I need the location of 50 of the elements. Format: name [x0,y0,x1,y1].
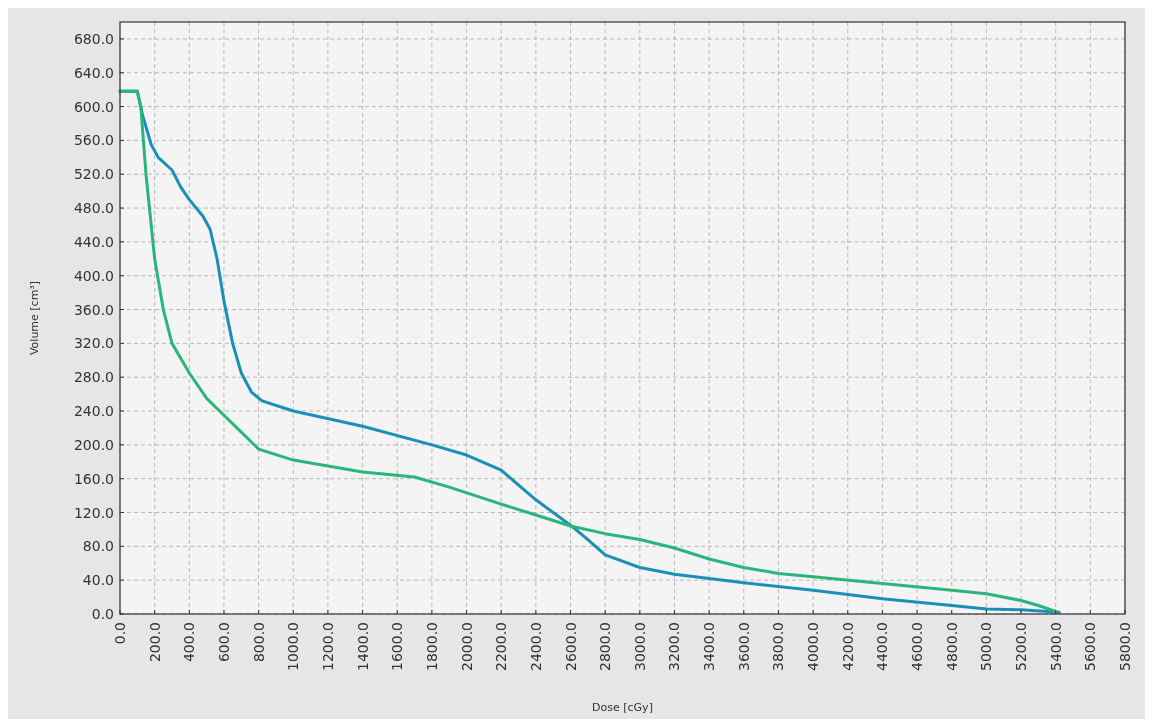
x-tick-label: 2800.0 [597,622,614,671]
x-tick-label: 5000.0 [978,622,995,671]
y-tick-label: 400.0 [73,267,114,284]
y-tick-label: 360.0 [73,301,114,318]
x-tick-label: 2600.0 [562,622,579,671]
y-tick-label: 80.0 [82,538,114,555]
x-tick-label: 4400.0 [874,622,891,671]
x-tick-label: 5400.0 [1047,622,1064,671]
y-tick-label: 640.0 [73,64,114,81]
x-tick-label: 4000.0 [805,622,822,671]
x-tick-label: 3800.0 [770,622,787,671]
x-tick-label: 1600.0 [389,622,406,671]
y-tick-label: 320.0 [73,335,114,352]
x-tick-label: 1400.0 [354,622,371,671]
y-tick-label: 560.0 [73,132,114,149]
x-tick-label: 1000.0 [285,622,302,671]
x-tick-label: 0.0 [112,622,128,645]
x-tick-label: 5200.0 [1013,622,1030,671]
y-tick-label: 680.0 [73,30,114,47]
x-tick-label: 800.0 [250,622,267,663]
y-tick-label: 0.0 [91,606,114,622]
y-tick-label: 160.0 [73,470,114,487]
x-tick-label: 4600.0 [909,622,926,671]
x-tick-label: 4200.0 [839,622,856,671]
y-axis-title: Volume [cm³] [28,280,41,356]
x-tick-label: 200.0 [146,622,163,663]
x-axis-title: Dose [cGy] [592,701,653,714]
y-tick-label: 440.0 [73,233,114,250]
y-tick-label: 120.0 [73,504,114,521]
x-tick-label: 4800.0 [943,622,960,671]
y-tick-label: 480.0 [73,200,114,217]
x-tick-label: 1800.0 [423,622,440,671]
x-tick-label: 5800.0 [1117,622,1133,671]
x-tick-label: 400.0 [181,622,198,663]
y-tick-label: 40.0 [82,572,114,589]
y-tick-label: 520.0 [73,166,114,183]
x-tick-label: 2200.0 [493,622,510,671]
y-tick-label: 200.0 [73,436,114,453]
y-tick-label: 240.0 [73,403,114,420]
x-tick-label: 3600.0 [735,622,752,671]
y-tick-label: 280.0 [73,369,114,386]
y-tick-label: 600.0 [73,98,114,115]
x-tick-label: 2000.0 [458,622,475,671]
x-tick-label: 3200.0 [666,622,683,671]
x-tick-label: 5600.0 [1082,622,1099,671]
x-tick-label: 2400.0 [527,622,544,671]
x-tick-label: 3000.0 [631,622,648,671]
x-tick-label: 3400.0 [701,622,718,671]
x-tick-label: 1200.0 [319,622,336,671]
x-tick-label: 600.0 [215,622,232,663]
